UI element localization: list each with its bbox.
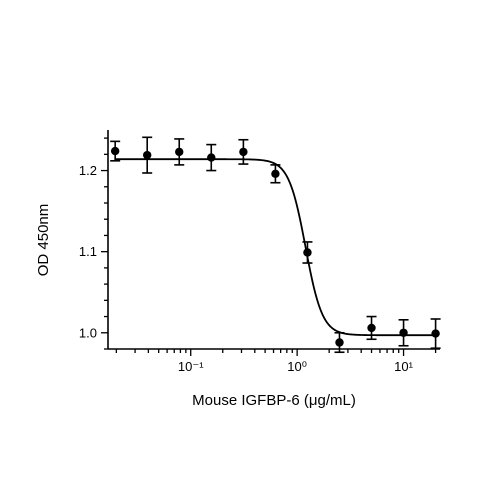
y-tick-label: 1.1 (79, 244, 97, 259)
data-point (207, 153, 216, 162)
data-point-group (334, 331, 345, 354)
data-point-group (238, 138, 249, 165)
y-tick-label: 1.2 (79, 163, 97, 178)
x-axis: 10⁻¹ 10⁰ 10¹ (108, 348, 440, 374)
data-point (110, 146, 120, 156)
data-point (335, 338, 344, 347)
data-point-group (366, 315, 377, 341)
data-point (142, 150, 152, 160)
data-point (175, 147, 184, 157)
data-point (367, 323, 376, 333)
x-tick-label: 10⁰ (287, 359, 307, 374)
data-point (431, 329, 440, 338)
x-tick-label: 10⁻¹ (178, 359, 204, 374)
data-points-layer (110, 136, 441, 354)
y-tick-label: 1.0 (79, 325, 97, 340)
y-axis-title: OD 450nm (35, 204, 52, 277)
data-point-group (110, 140, 121, 162)
data-point-group (270, 164, 281, 184)
data-point-group (142, 136, 153, 174)
data-point (239, 147, 248, 157)
x-tick-label: 10¹ (394, 359, 413, 374)
x-axis-title: Mouse IGFBP-6 (μg/mL) (192, 392, 356, 409)
data-point-group (302, 241, 313, 264)
data-point (303, 248, 312, 257)
fit-curve-layer (115, 158, 436, 337)
data-point-group (206, 143, 217, 172)
data-point-group (430, 318, 441, 349)
data-point (271, 169, 280, 178)
data-point-group (174, 138, 185, 166)
y-axis: 1.0 1.1 1.2 (79, 130, 109, 350)
fit-curve (115, 158, 436, 337)
data-point-group (398, 318, 409, 347)
data-point (399, 328, 408, 337)
